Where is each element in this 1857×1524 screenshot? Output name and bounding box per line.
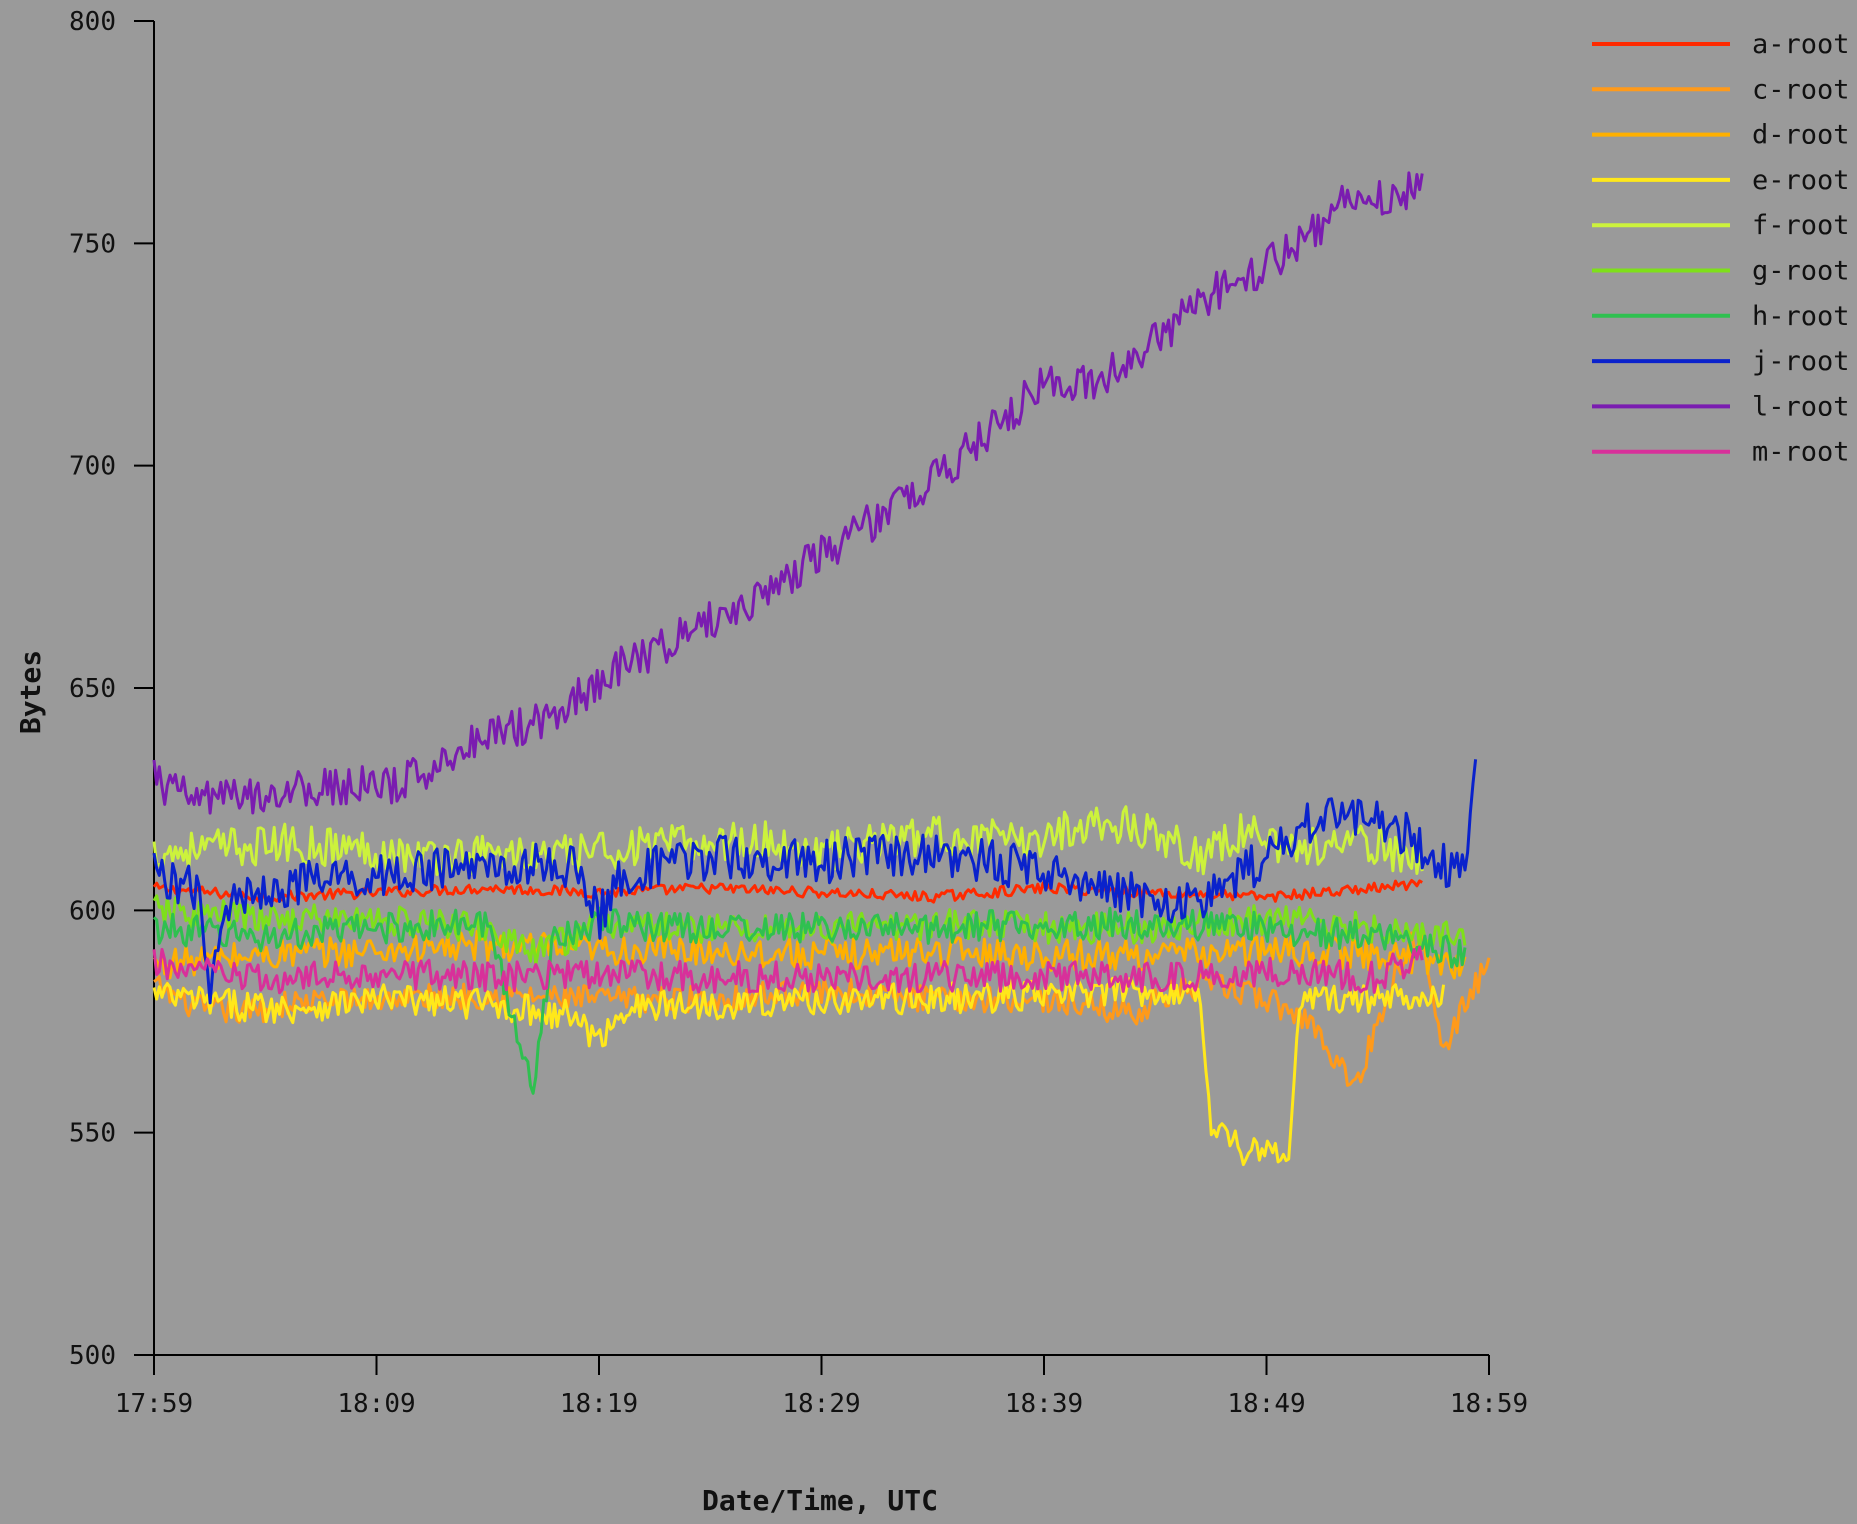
legend-label-a-root: a-root: [1752, 29, 1850, 60]
x-tick-label: 18:29: [782, 1389, 860, 1419]
series-line-j-root: [152, 759, 1478, 1005]
legend-label-d-root: d-root: [1752, 120, 1850, 151]
series-line-l-root: [152, 171, 1424, 815]
series-line-m-root: [152, 945, 1424, 995]
y-tick-label: 500: [69, 1341, 116, 1371]
series-line-h-root: [152, 906, 1467, 1095]
axes-layer: 500 550 600 650 700 750 800 17:59 18:09 18:19 18:2…: [69, 7, 1528, 1419]
y-tick-label: 750: [69, 229, 116, 259]
y-tick-label: 800: [69, 7, 116, 37]
series-line-a-root: [152, 879, 1423, 904]
x-tick-label: 18:49: [1227, 1389, 1305, 1419]
legend-label-j-root: j-root: [1752, 346, 1850, 377]
y-tick-label: 600: [69, 896, 116, 926]
x-tick-label: 18:39: [1005, 1389, 1083, 1419]
legend-label-l-root: l-root: [1752, 391, 1850, 422]
x-tick-label: 18:19: [560, 1389, 638, 1419]
x-tick-label: 18:59: [1450, 1389, 1528, 1419]
legend: a-root c-root d-root e-root f-root g-root h-ro…: [1592, 29, 1850, 468]
y-tick-label: 550: [69, 1119, 116, 1149]
y-axis-title: Bytes: [14, 650, 47, 734]
legend-label-h-root: h-root: [1752, 301, 1850, 332]
x-axis-title: Date/Time, UTC: [702, 1484, 938, 1517]
legend-label-c-root: c-root: [1752, 74, 1850, 105]
y-tick-label: 700: [69, 452, 116, 482]
y-tick-label: 650: [69, 674, 116, 704]
x-tick-label: 17:59: [115, 1389, 193, 1419]
series-line-e-root: [152, 975, 1446, 1167]
legend-label-g-root: g-root: [1752, 256, 1850, 287]
series-line-d-root: [152, 929, 1467, 980]
legend-label-m-root: m-root: [1752, 437, 1850, 468]
series-layer: [152, 171, 1491, 1167]
legend-label-f-root: f-root: [1752, 210, 1850, 241]
legend-label-e-root: e-root: [1752, 165, 1850, 196]
x-tick-label: 18:09: [337, 1389, 415, 1419]
